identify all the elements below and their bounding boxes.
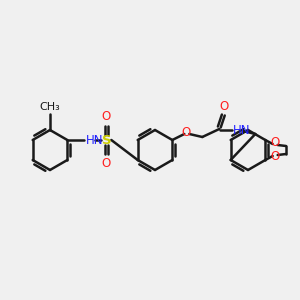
Text: O: O [182,127,191,140]
Text: CH₃: CH₃ [40,102,60,112]
Text: S: S [101,134,111,146]
Text: O: O [270,151,279,164]
Text: O: O [102,157,111,170]
Text: O: O [220,100,229,113]
Text: O: O [102,110,111,123]
Text: HN: HN [86,134,104,146]
Text: O: O [270,136,279,149]
Text: HN: HN [233,124,251,136]
